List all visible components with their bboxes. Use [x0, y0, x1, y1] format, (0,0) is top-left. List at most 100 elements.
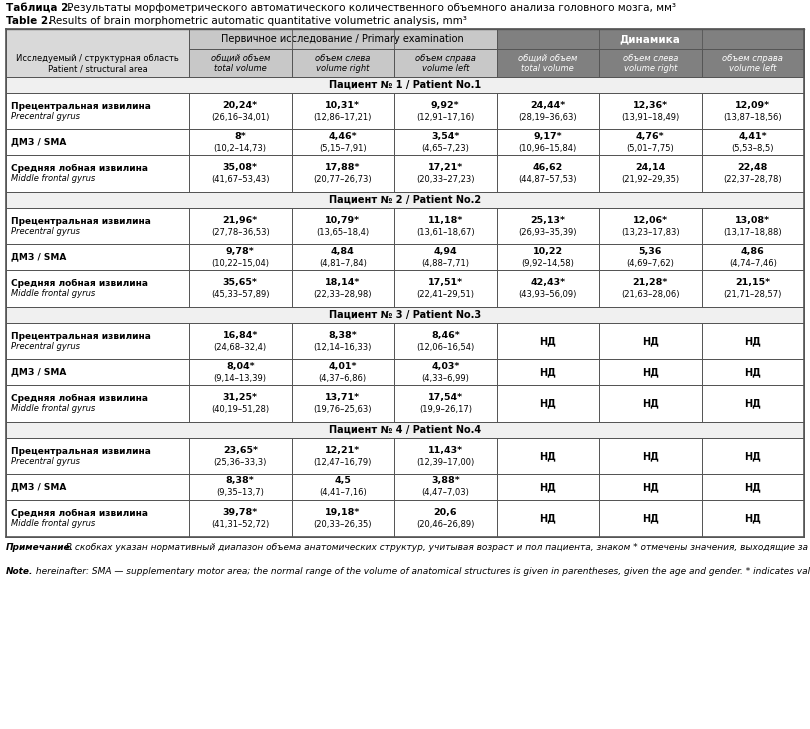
Bar	[189, 270, 292, 307]
Text: 4,01*: 4,01*	[329, 362, 357, 370]
Bar	[6, 270, 189, 307]
Text: (4,69–7,62): (4,69–7,62)	[626, 259, 674, 268]
Text: Средняя лобная извилина: Средняя лобная извилина	[11, 394, 148, 403]
Text: 31,25*: 31,25*	[223, 393, 258, 402]
Text: volume left: volume left	[729, 63, 777, 72]
Text: НД: НД	[744, 513, 761, 523]
Text: volume left: volume left	[421, 63, 469, 72]
Text: Пациент № 2 / Patient No.2: Пациент № 2 / Patient No.2	[329, 195, 481, 205]
Text: НД: НД	[744, 482, 761, 492]
Text: (5,15–7,91): (5,15–7,91)	[319, 144, 367, 152]
Text: (5,53–8,5): (5,53–8,5)	[731, 144, 774, 152]
Bar	[394, 385, 497, 422]
Bar	[292, 438, 394, 474]
Text: (10,2–14,73): (10,2–14,73)	[214, 144, 266, 152]
Bar	[497, 93, 599, 129]
Text: НД: НД	[539, 336, 556, 346]
Bar	[189, 500, 292, 537]
Text: 10,79*: 10,79*	[325, 216, 360, 225]
Text: Исследуемый / структурная область: Исследуемый / структурная область	[16, 53, 179, 63]
Text: 10,31*: 10,31*	[326, 101, 360, 109]
Bar	[189, 49, 292, 77]
Text: 21,96*: 21,96*	[223, 216, 258, 225]
Text: ДМЗ / SMA: ДМЗ / SMA	[11, 138, 66, 147]
Bar	[394, 270, 497, 307]
Text: Пациент № 4 / Patient No.4: Пациент № 4 / Patient No.4	[329, 425, 481, 435]
Text: (43,93–56,09): (43,93–56,09)	[518, 290, 577, 299]
Text: ДМЗ / SMA: ДМЗ / SMA	[11, 367, 66, 376]
Bar	[394, 500, 497, 537]
Text: 19,18*: 19,18*	[325, 508, 360, 517]
Bar	[701, 155, 804, 192]
Bar	[189, 385, 292, 422]
Text: (22,33–28,98): (22,33–28,98)	[313, 290, 372, 299]
Text: (4,74–7,46): (4,74–7,46)	[729, 259, 777, 268]
Text: volume right: volume right	[316, 63, 369, 72]
Text: 24,44*: 24,44*	[530, 101, 565, 109]
Bar	[6, 307, 804, 323]
Text: НД: НД	[642, 513, 659, 523]
Bar	[6, 438, 189, 474]
Text: (12,14–16,33): (12,14–16,33)	[313, 343, 372, 351]
Text: Прецентральная извилина: Прецентральная извилина	[11, 101, 151, 111]
Text: Прецентральная извилина: Прецентральная извилина	[11, 446, 151, 456]
Text: 17,54*: 17,54*	[428, 393, 463, 402]
Bar	[701, 474, 804, 500]
Bar	[189, 29, 497, 49]
Bar	[6, 385, 189, 422]
Bar	[292, 474, 394, 500]
Text: Precentral gyrus: Precentral gyrus	[11, 456, 80, 466]
Text: (26,16–34,01): (26,16–34,01)	[211, 112, 270, 122]
Bar	[497, 385, 599, 422]
Bar	[189, 244, 292, 270]
Text: Средняя лобная извилина: Средняя лобная извилина	[11, 509, 148, 518]
Text: Precentral gyrus: Precentral gyrus	[11, 341, 80, 351]
Bar	[6, 155, 189, 192]
Text: общий объем: общий объем	[518, 53, 578, 63]
Text: 35,08*: 35,08*	[223, 163, 258, 172]
Text: (4,47–7,03): (4,47–7,03)	[421, 488, 469, 497]
Bar	[394, 474, 497, 500]
Bar	[701, 500, 804, 537]
Text: ДМЗ / SMA: ДМЗ / SMA	[11, 252, 66, 262]
Text: Middle frontal gyrus: Middle frontal gyrus	[11, 519, 96, 528]
Text: 25,13*: 25,13*	[531, 216, 565, 225]
Bar	[6, 192, 804, 208]
Bar	[599, 93, 701, 129]
Text: (12,91–17,16): (12,91–17,16)	[416, 112, 475, 122]
Bar	[497, 244, 599, 270]
Bar	[6, 422, 804, 438]
Bar	[701, 270, 804, 307]
Text: 13,08*: 13,08*	[735, 216, 770, 225]
Text: 9,17*: 9,17*	[534, 131, 562, 141]
Bar	[292, 93, 394, 129]
Text: (12,06–16,54): (12,06–16,54)	[416, 343, 475, 351]
Bar	[394, 49, 497, 77]
Text: 20,6: 20,6	[433, 508, 457, 517]
Text: 8,38*: 8,38*	[328, 330, 357, 340]
Bar	[189, 474, 292, 500]
Text: НД: НД	[744, 336, 761, 346]
Text: (28,19–36,63): (28,19–36,63)	[518, 112, 577, 122]
Text: 17,51*: 17,51*	[428, 278, 463, 287]
Text: 21,15*: 21,15*	[735, 278, 770, 287]
Text: 8,46*: 8,46*	[431, 330, 459, 340]
Bar	[189, 93, 292, 129]
Text: НД: НД	[642, 399, 659, 408]
Text: (9,35–13,7): (9,35–13,7)	[216, 488, 264, 497]
Bar	[497, 500, 599, 537]
Text: (4,33–6,99): (4,33–6,99)	[421, 373, 469, 383]
Text: Прецентральная извилина: Прецентральная извилина	[11, 217, 151, 225]
Bar	[6, 359, 189, 385]
Bar	[701, 49, 804, 77]
Text: 4,76*: 4,76*	[636, 131, 664, 141]
Bar	[292, 208, 394, 244]
Text: НД: НД	[539, 513, 556, 523]
Text: 8,04*: 8,04*	[226, 362, 254, 370]
Bar	[394, 208, 497, 244]
Text: Прецентральная извилина: Прецентральная извилина	[11, 332, 151, 340]
Text: 17,21*: 17,21*	[428, 163, 463, 172]
Text: Middle frontal gyrus: Middle frontal gyrus	[11, 174, 96, 183]
Text: Results of brain morphometric automatic quantitative volumetric analysis, mm³: Results of brain morphometric automatic …	[46, 16, 467, 26]
Bar	[189, 359, 292, 385]
